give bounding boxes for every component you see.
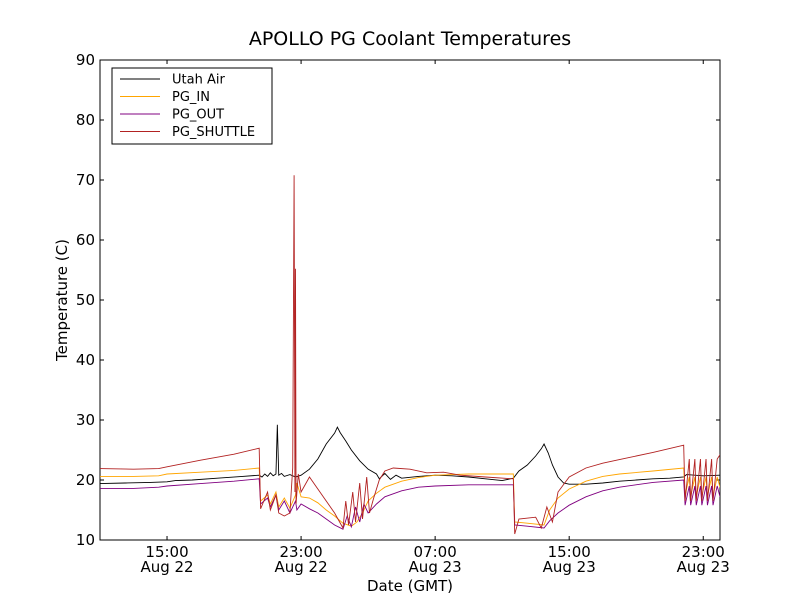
x-tick-label-date: Aug 22 bbox=[140, 558, 193, 576]
x-tick-label-date: Aug 23 bbox=[409, 558, 462, 576]
y-tick-label: 50 bbox=[76, 291, 95, 309]
y-tick-label: 30 bbox=[76, 411, 95, 429]
legend-label: PG_SHUTTLE bbox=[172, 125, 255, 140]
y-axis: 10 20 30 40 50 60 70 80 90 bbox=[76, 51, 720, 549]
chart-title: APOLLO PG Coolant Temperatures bbox=[249, 28, 571, 50]
x-tick-label-time: 15:00 bbox=[548, 543, 591, 561]
x-tick-label-date: Aug 23 bbox=[677, 558, 730, 576]
y-tick-label: 20 bbox=[76, 471, 95, 489]
legend-label: PG_OUT bbox=[172, 108, 224, 123]
y-tick-label: 70 bbox=[76, 171, 95, 189]
y-tick-label: 90 bbox=[76, 51, 95, 69]
x-tick-label-time: 15:00 bbox=[145, 543, 188, 561]
y-tick-label: 60 bbox=[76, 231, 95, 249]
y-tick-label: 10 bbox=[76, 531, 95, 549]
series-group bbox=[100, 175, 720, 535]
y-axis-label: Temperature (C) bbox=[53, 239, 71, 362]
legend-label: Utah Air bbox=[172, 73, 225, 88]
legend: Utah Air PG_IN PG_OUT PG_SHUTTLE bbox=[111, 67, 273, 145]
y-tick-label: 80 bbox=[76, 111, 95, 129]
x-tick-label-time: 07:00 bbox=[414, 543, 457, 561]
x-axis-label: Date (GMT) bbox=[367, 577, 453, 595]
y-tick-label: 40 bbox=[76, 351, 95, 369]
x-tick-label-time: 23:00 bbox=[682, 543, 725, 561]
x-tick-label-time: 23:00 bbox=[279, 543, 322, 561]
series-line-pg-in bbox=[100, 467, 720, 527]
legend-label: PG_IN bbox=[172, 90, 210, 105]
series-line-utah-air bbox=[100, 424, 720, 485]
x-tick-label-date: Aug 23 bbox=[543, 558, 596, 576]
x-tick-label-date: Aug 22 bbox=[275, 558, 328, 576]
series-line-pg-shuttle bbox=[100, 175, 720, 535]
